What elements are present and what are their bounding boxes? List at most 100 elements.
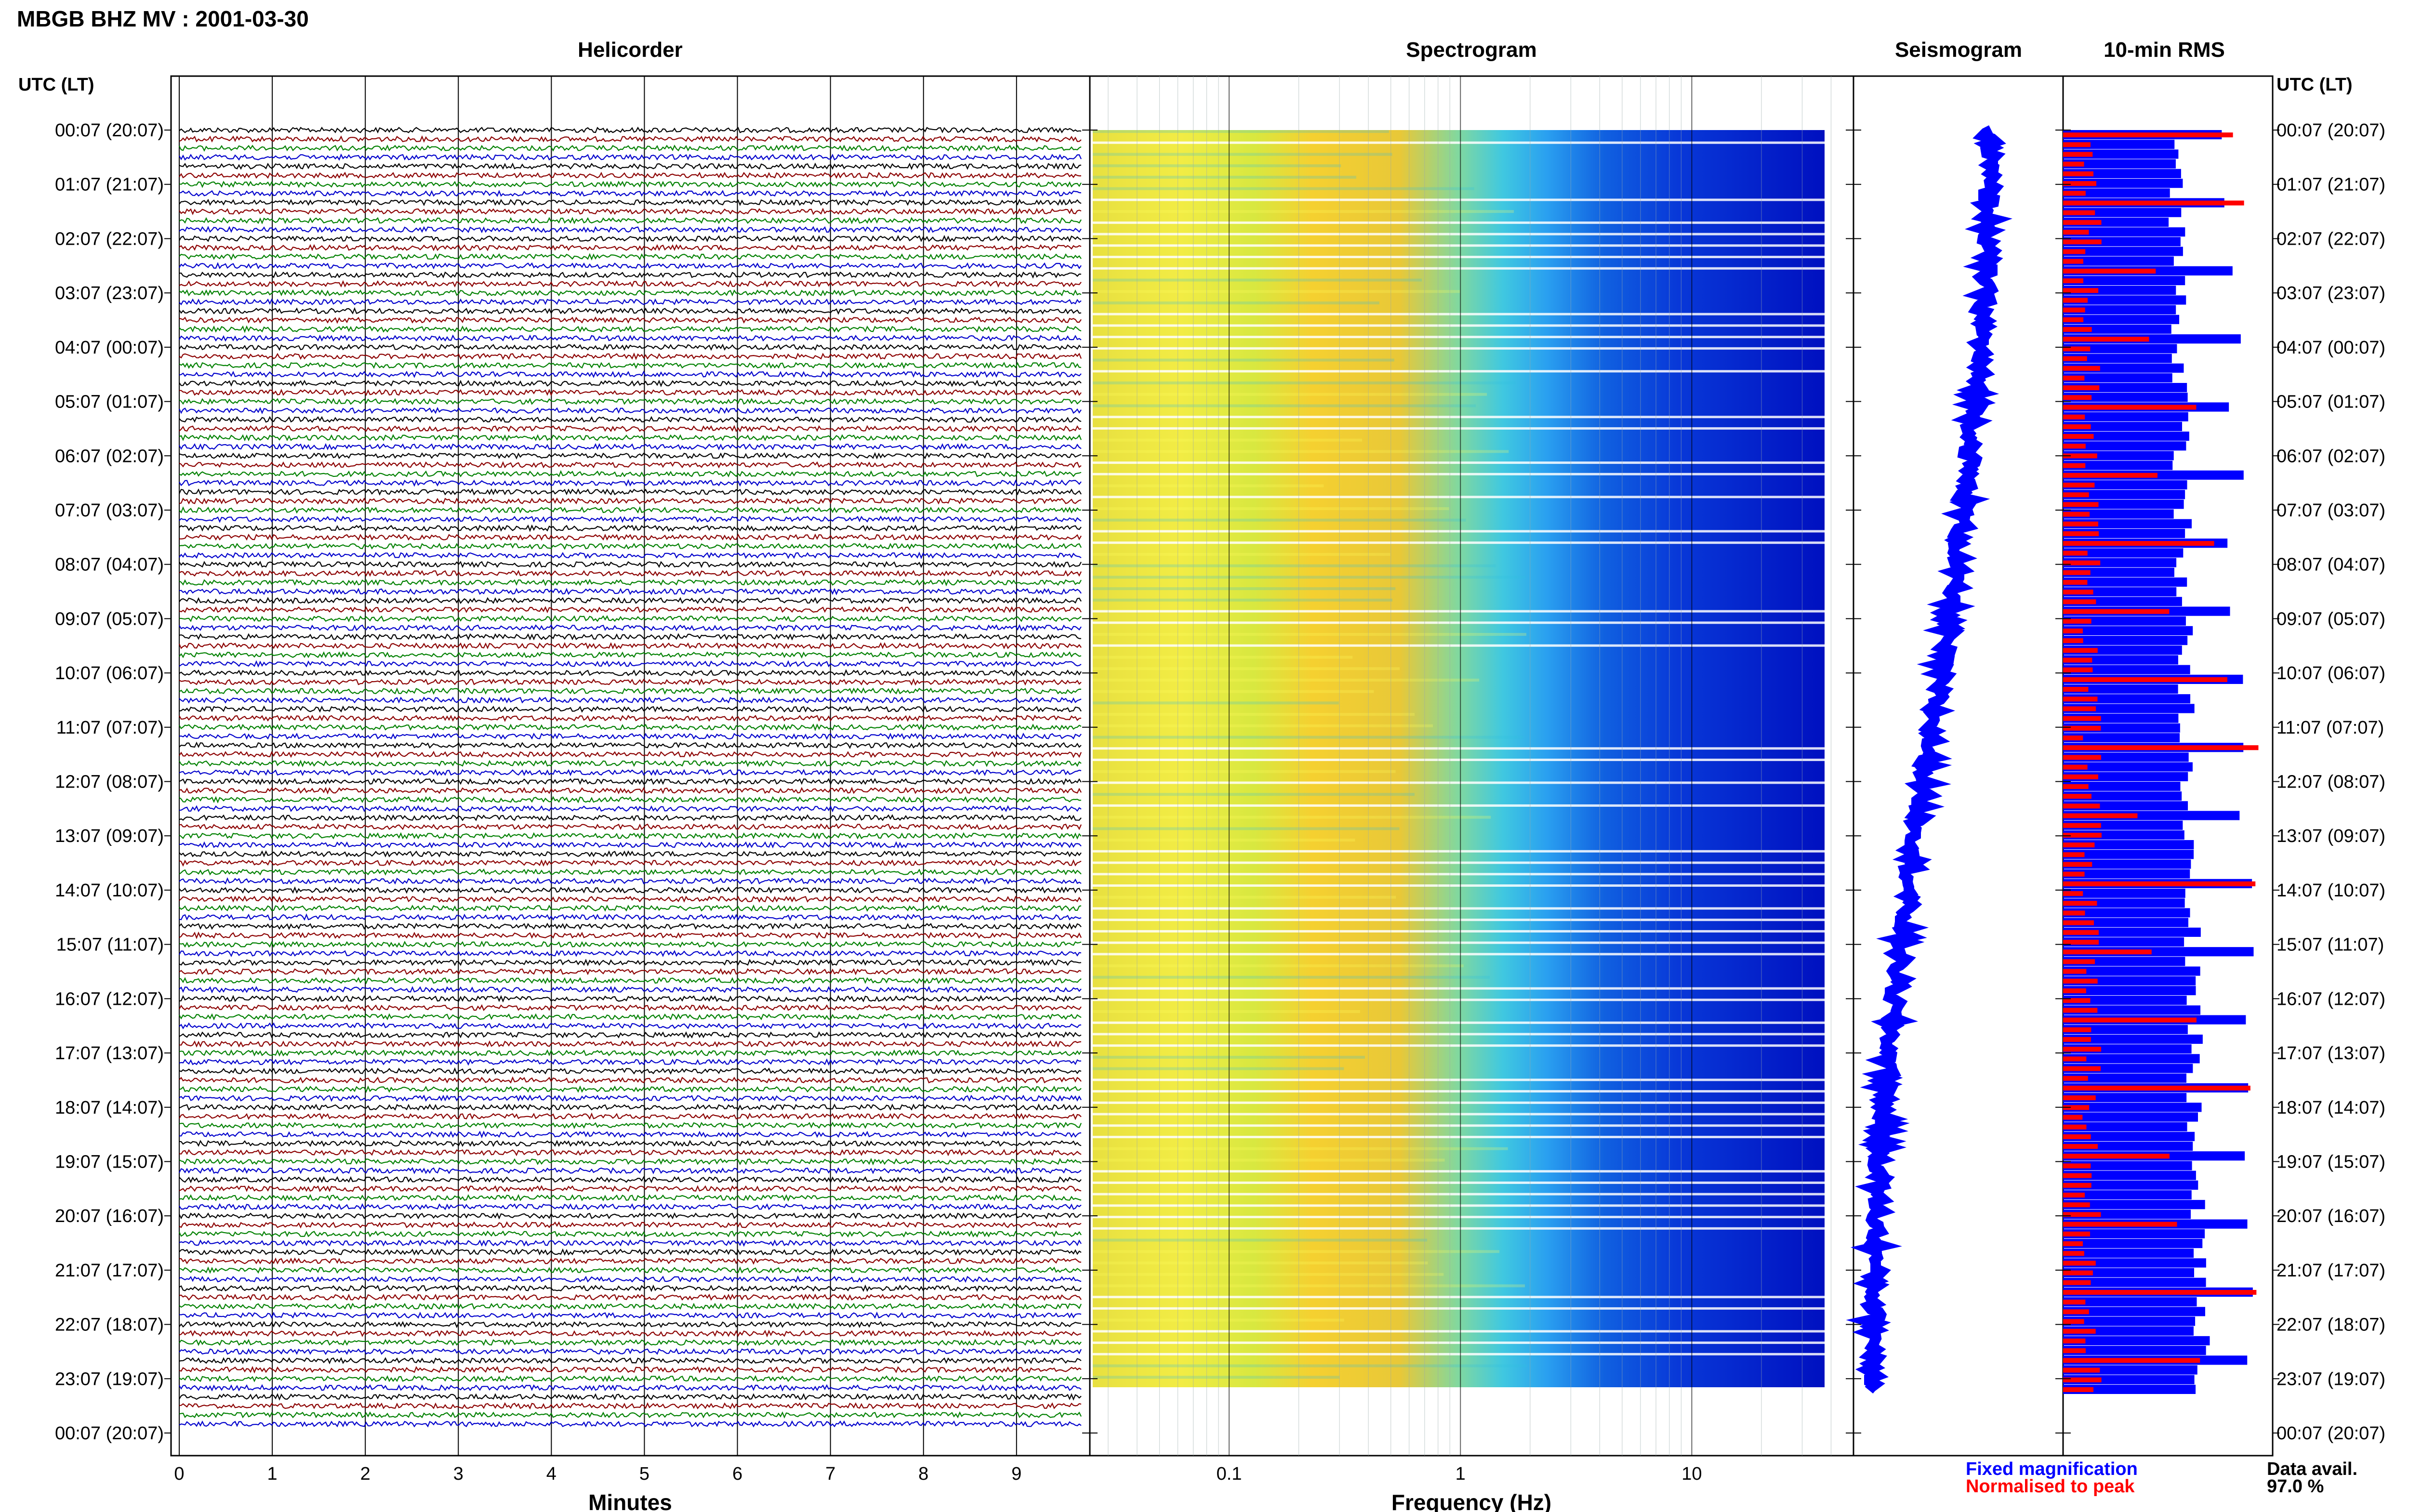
rms-normalised-bar: [2063, 1348, 2086, 1354]
spectrogram-gap: [1093, 919, 1825, 921]
rms-normalised-bar: [2063, 1193, 2085, 1198]
helicorder-trace: [179, 470, 1082, 478]
rms-fixed-bar: [2063, 1200, 2205, 1210]
spectrogram-band: [1093, 964, 1464, 968]
time-label-left: 19:07 (15:07): [55, 1152, 164, 1172]
spectrogram-band: [1093, 690, 1374, 693]
helicorder-trace: [179, 588, 1082, 596]
helicorder-trace: [179, 569, 1082, 578]
helicorder-trace: [179, 669, 1082, 677]
rms-fixed-bar: [2063, 460, 2173, 470]
helicorder-trace: [179, 289, 1082, 297]
rms-fixed-bar: [2063, 140, 2175, 149]
rms-normalised-bar: [2063, 1289, 2257, 1295]
spectrogram-gap: [1093, 621, 1825, 624]
time-label-right: 09:07 (05:07): [2277, 609, 2385, 629]
helicorder-trace: [179, 497, 1082, 505]
rms-fixed-bar: [2063, 1170, 2196, 1180]
rms-normalised-bar: [2063, 181, 2097, 186]
spectrogram-gap: [1093, 1227, 1825, 1230]
helicorder-trace: [179, 1112, 1082, 1120]
rms-fixed-bar: [2063, 354, 2172, 363]
spectrogram-title: Spectrogram: [1406, 38, 1536, 62]
rms-normalised-bar: [2063, 1358, 2200, 1363]
time-label-left: 09:07 (05:07): [55, 609, 164, 629]
helicorder-trace: [179, 606, 1082, 614]
rms-normalised-bar: [2063, 249, 2086, 254]
helicorder-trace: [179, 1176, 1082, 1183]
rms-normalised-bar: [2063, 307, 2085, 313]
helicorder-trace: [179, 1067, 1082, 1075]
time-label-left: 13:07 (09:07): [55, 826, 164, 846]
rms-fixed-bar: [2063, 1336, 2210, 1346]
helicorder-trace: [179, 750, 1082, 758]
spectrogram-band: [1093, 404, 1476, 408]
rms-normalised-bar: [2063, 1377, 2102, 1382]
rms-normalised-bar: [2063, 891, 2083, 896]
spectrogram-band: [1093, 187, 1474, 190]
spectrogram-gap: [1093, 987, 1825, 990]
spectrogram-gap: [1093, 198, 1825, 201]
helicorder-tick-label: 9: [1011, 1464, 1021, 1484]
time-label-left: 00:07 (20:07): [55, 1423, 164, 1444]
helicorder-trace: [179, 769, 1082, 776]
data-availability-label: Data avail.: [2267, 1459, 2357, 1479]
rms-normalised-bar: [2063, 862, 2092, 867]
helicorder-trace: [179, 1058, 1082, 1066]
time-label-right: 14:07 (10:07): [2277, 881, 2385, 901]
spectrogram-band: [1093, 393, 1487, 396]
rms-fixed-bar: [2063, 1268, 2194, 1277]
rms-normalised-bar: [2063, 1173, 2092, 1178]
helicorder-trace: [179, 181, 1082, 188]
spectrogram-gap: [1093, 850, 1825, 853]
rms-normalised-bar: [2063, 414, 2085, 420]
helicorder-trace: [179, 1013, 1082, 1021]
legend-normalised-to-peak: Normalised to peak: [1966, 1476, 2135, 1497]
rms-normalised-bar: [2063, 774, 2098, 779]
spectrogram-band: [1093, 713, 1415, 716]
helicorder-trace: [179, 1121, 1082, 1130]
rms-normalised-bar: [2063, 482, 2095, 488]
helicorder-trace: [179, 1103, 1082, 1111]
helicorder-trace: [179, 823, 1082, 830]
rms-normalised-bar: [2063, 453, 2097, 459]
rms-normalised-bar: [2063, 385, 2100, 391]
helicorder-trace: [179, 1131, 1082, 1139]
rms-fixed-bar: [2063, 1238, 2203, 1249]
helicorder-trace: [179, 1311, 1082, 1319]
time-label-right: 07:07 (03:07): [2277, 500, 2385, 521]
rms-normalised-bar: [2063, 969, 2087, 974]
rms-fixed-bar: [2063, 188, 2170, 198]
helicorder-trace: [179, 1230, 1082, 1238]
helicorder-trace: [179, 416, 1082, 423]
helicorder-trace: [179, 1402, 1082, 1410]
spectrogram-gap: [1093, 1341, 1825, 1344]
rms-fixed-bar: [2063, 1297, 2197, 1307]
rms-fixed-bar: [2063, 509, 2174, 519]
helicorder-trace: [178, 642, 1082, 650]
rms-normalised-bar: [2063, 337, 2149, 342]
helicorder-trace: [179, 162, 1082, 171]
rms-fixed-bar: [2063, 850, 2194, 859]
rms-fixed-bar: [2063, 1025, 2188, 1034]
spectrogram-gap: [1093, 1113, 1825, 1116]
rms-normalised-bar: [2063, 298, 2088, 303]
rms-normalised-bar: [2063, 1387, 2094, 1392]
rms-fixed-bar: [2063, 1190, 2192, 1200]
spectrogram-gap: [1093, 781, 1825, 784]
rms-normalised-bar: [2063, 959, 2095, 964]
spectrogram-band: [1093, 1273, 1444, 1276]
spectrogram-band: [1093, 1376, 1339, 1379]
helicorder-trace: [179, 343, 1082, 351]
rms-fixed-bar: [2063, 966, 2200, 976]
helicorder-trace: [179, 697, 1082, 704]
spectrogram-gap: [1093, 324, 1825, 327]
spectrogram-gap: [1093, 336, 1825, 339]
rms-normalised-bar: [2063, 444, 2086, 449]
time-label-right: 13:07 (09:07): [2277, 826, 2385, 846]
rms-normalised-bar: [2063, 142, 2091, 147]
spectrogram-band: [1093, 1262, 1428, 1264]
spectrogram-band: [1093, 153, 1392, 156]
rms-fixed-bar: [2063, 889, 2185, 898]
time-label-left: 02:07 (22:07): [55, 229, 164, 249]
